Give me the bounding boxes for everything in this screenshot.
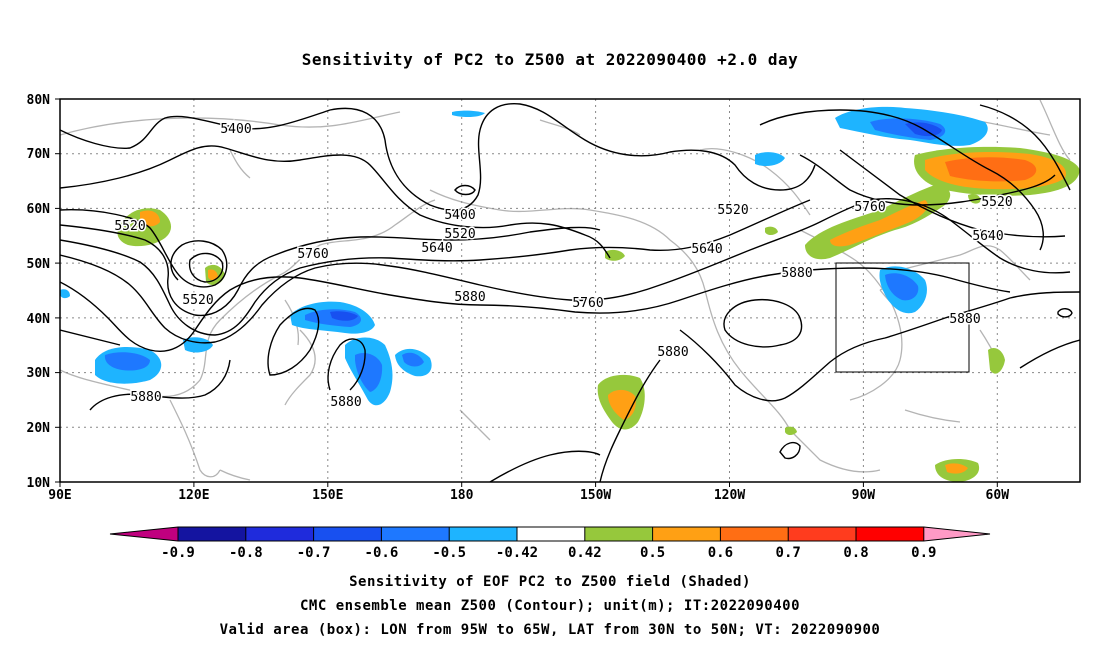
colorbar: -0.9 -0.8 -0.7 -0.6 -0.5 -0.42 0.42 0.5 … [109,526,991,561]
colorbar-tick-label: -0.9 [161,545,195,561]
contour-label: 5400 [444,208,475,223]
z500-contours [60,103,1080,482]
contour-label: 5520 [981,195,1012,210]
contour-labels: 5400 5400 5520 5520 5520 5520 5520 5640 … [113,121,1014,412]
colorbar-cell [788,527,856,541]
lat-label: 50N [27,257,51,272]
lon-label: 150W [580,488,611,503]
colorbar-tick-label: -0.7 [297,545,331,561]
lat-label: 60N [27,202,51,217]
colorbar-tick-label: 0.42 [568,545,602,561]
contour-label: 5640 [691,242,722,257]
colorbar-tick-label: 0.6 [708,545,733,561]
colorbar-tick-label: 0.9 [911,545,936,561]
lat-label: 80N [27,93,51,108]
map-frame [59,98,1081,483]
colorbar-cell [313,527,382,541]
lat-label: 10N [27,476,51,491]
colorbar-tick-label: -0.5 [432,545,466,561]
colorbar-tick-label: 0.8 [843,545,868,561]
colorbar-tick-label: -0.6 [365,545,399,561]
colorbar-cell [517,527,585,541]
lon-label: 90E [48,488,71,503]
caption-line-1: Sensitivity of EOF PC2 to Z500 field (Sh… [349,574,751,590]
colorbar-cell [449,527,517,541]
lon-label: 60W [986,488,1010,503]
contour-label: 5520 [182,293,213,308]
contour-label: 5640 [972,229,1003,244]
contour-label: 5880 [330,395,361,410]
colorbar-tick-label: 0.5 [640,545,665,561]
colorbar-cell [720,527,789,541]
lat-label: 40N [27,312,51,327]
latitude-labels: 80N 70N 60N 50N 40N 30N 20N 10N [27,93,51,491]
contour-label: 5880 [781,266,812,281]
colorbar-cell [856,527,924,541]
contour-label: 5640 [421,241,452,256]
plot-title: Sensitivity of PC2 to Z500 at 2022090400… [301,50,799,69]
axis-ticks [55,98,998,487]
colorbar-cell [923,527,990,541]
contour-label: 5760 [572,296,603,311]
contour-label: 5520 [717,203,748,218]
colorbar-tick-label: -0.8 [229,545,263,561]
contour-label: 5520 [444,227,475,242]
colorbar-cell [652,527,721,541]
valid-area-box [835,262,970,373]
contour-label: 5520 [114,219,145,234]
lon-label: 90W [852,488,876,503]
contour-label: 5760 [297,247,328,262]
colorbar-tick-label: -0.42 [496,545,538,561]
lon-label: 180 [450,488,474,503]
contour-label: 5760 [854,200,885,215]
lat-label: 30N [27,366,51,381]
colorbar-cell [584,527,653,541]
lon-label: 120W [714,488,745,503]
colorbar-cell [245,527,314,541]
contour-label: 5880 [949,312,980,327]
colorbar-cell [381,527,450,541]
caption-line-3: Valid area (box): LON from 95W to 65W, L… [219,622,881,638]
lat-label: 70N [27,147,51,162]
lat-label: 20N [27,421,51,436]
contour-label: 5880 [454,290,485,305]
colorbar-cell [178,527,246,541]
grid-lines [60,99,1080,482]
longitude-labels: 90E 120E 150E 180 150W 120W 90W 60W [48,488,1009,503]
contour-label: 5400 [220,122,251,137]
colorbar-tick-label: 0.7 [776,545,801,561]
contour-label: 5880 [657,345,688,360]
caption-line-2: CMC ensemble mean Z500 (Contour); unit(m… [299,598,800,614]
colorbar-cell [110,527,178,541]
sensitivity-shading [60,106,1080,482]
coastlines [60,99,1071,481]
lon-label: 150E [312,488,343,503]
lon-label: 120E [178,488,209,503]
contour-label: 5880 [130,390,161,405]
